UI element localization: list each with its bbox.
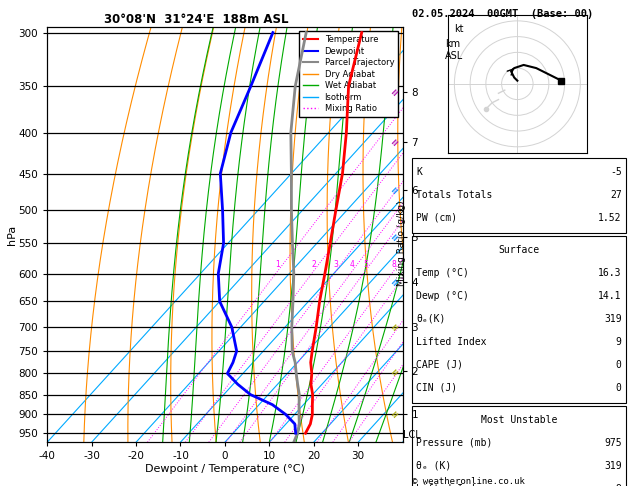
Text: 1.52: 1.52 <box>598 212 621 223</box>
Text: © weatheronline.co.uk: © weatheronline.co.uk <box>412 477 525 486</box>
Text: ≡: ≡ <box>389 276 401 289</box>
Text: ≡: ≡ <box>389 365 401 378</box>
Text: Mixing Ratio (g/kg): Mixing Ratio (g/kg) <box>397 200 406 286</box>
Text: PW (cm): PW (cm) <box>416 212 457 223</box>
Text: 14.1: 14.1 <box>598 291 621 301</box>
Text: 0: 0 <box>616 360 621 370</box>
Text: ≡: ≡ <box>389 230 401 243</box>
Text: 319: 319 <box>604 314 621 324</box>
Text: ≡: ≡ <box>389 407 401 420</box>
Text: Totals Totals: Totals Totals <box>416 190 493 200</box>
Text: Lifted Index: Lifted Index <box>416 337 487 347</box>
Text: 4: 4 <box>350 260 355 269</box>
Text: θₑ(K): θₑ(K) <box>416 314 446 324</box>
Text: kt: kt <box>454 24 464 34</box>
Text: 3: 3 <box>334 260 338 269</box>
Text: θₑ (K): θₑ (K) <box>416 461 452 471</box>
Bar <box>412 158 626 233</box>
Text: Lifted Index: Lifted Index <box>416 484 487 486</box>
Title: 30°08'N  31°24'E  188m ASL: 30°08'N 31°24'E 188m ASL <box>104 13 289 26</box>
Text: 975: 975 <box>604 438 621 448</box>
Text: 1: 1 <box>276 260 281 269</box>
Text: ≡: ≡ <box>389 136 401 148</box>
Y-axis label: km
ASL: km ASL <box>445 39 464 61</box>
Text: Most Unstable: Most Unstable <box>481 415 557 425</box>
Text: 5: 5 <box>363 260 368 269</box>
Text: Surface: Surface <box>498 245 540 255</box>
Legend: Temperature, Dewpoint, Parcel Trajectory, Dry Adiabat, Wet Adiabat, Isotherm, Mi: Temperature, Dewpoint, Parcel Trajectory… <box>299 31 398 117</box>
Text: 9: 9 <box>616 337 621 347</box>
Text: Temp (°C): Temp (°C) <box>416 268 469 278</box>
Text: ≡: ≡ <box>389 321 401 333</box>
Text: Pressure (mb): Pressure (mb) <box>416 438 493 448</box>
Text: 319: 319 <box>604 461 621 471</box>
Y-axis label: hPa: hPa <box>7 225 17 244</box>
Text: ≡: ≡ <box>389 86 401 99</box>
Text: CIN (J): CIN (J) <box>416 382 457 393</box>
Text: 02.05.2024  00GMT  (Base: 00): 02.05.2024 00GMT (Base: 00) <box>412 10 593 19</box>
Text: 0: 0 <box>616 382 621 393</box>
Text: 27: 27 <box>610 190 621 200</box>
Text: 9: 9 <box>616 484 621 486</box>
Text: 2: 2 <box>311 260 316 269</box>
Bar <box>412 406 626 486</box>
Text: 8: 8 <box>392 260 396 269</box>
Text: -5: -5 <box>610 167 621 177</box>
Text: 16.3: 16.3 <box>598 268 621 278</box>
Text: ≡: ≡ <box>389 184 401 196</box>
Text: CAPE (J): CAPE (J) <box>416 360 464 370</box>
X-axis label: Dewpoint / Temperature (°C): Dewpoint / Temperature (°C) <box>145 464 305 474</box>
Bar <box>412 236 626 403</box>
Text: Dewp (°C): Dewp (°C) <box>416 291 469 301</box>
Text: K: K <box>416 167 422 177</box>
Text: LCL: LCL <box>403 430 421 440</box>
